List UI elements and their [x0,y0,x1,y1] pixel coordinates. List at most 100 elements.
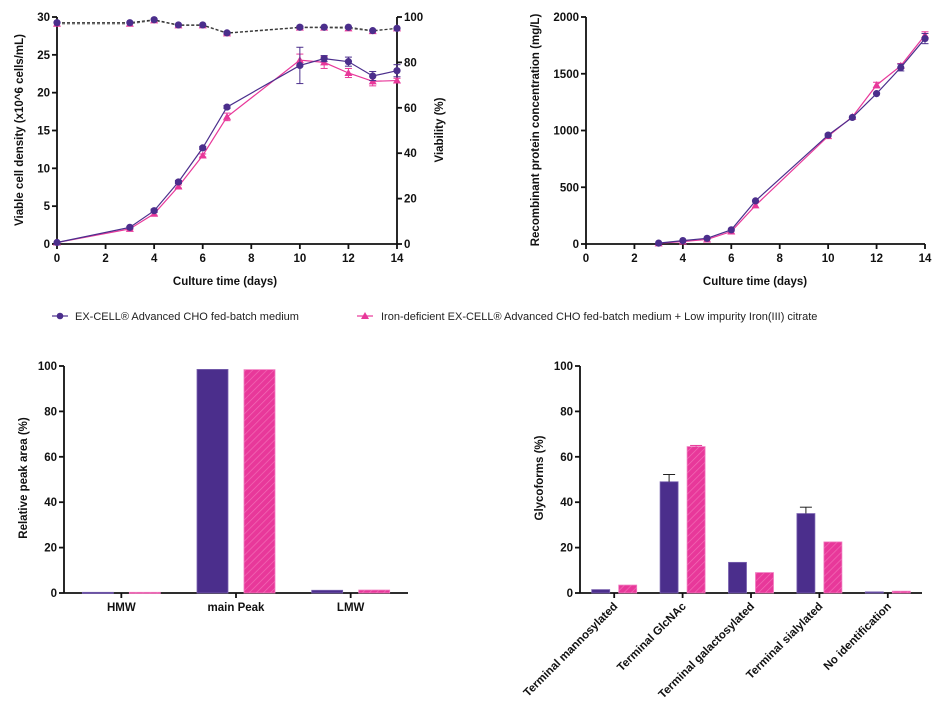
data-point [150,16,158,24]
vcd-chart: Viable cell density (x10^6 cells/mL) Via… [14,12,446,288]
y2-tick-label: 40 [404,148,417,160]
data-point [126,223,134,231]
data-point [296,23,304,31]
bar-excell [796,513,816,594]
y-tick-label: 1500 [553,69,579,81]
x-tick-label: No identification [822,601,894,673]
bar-iron-deficient [128,591,161,594]
data-point [174,182,183,190]
data-point [344,23,353,31]
x-tick-label: 6 [200,253,206,265]
data-point [369,27,377,35]
glyco-ylabel: Glycoforms (%) [534,435,546,520]
legend-item-iron-deficient: Iron-deficient EX-CELL® Advanced CHO fed… [357,311,817,323]
series-excell-viability [53,16,401,37]
data-point [223,103,231,111]
series-iron-deficient [654,31,929,247]
y-tick-label: 2000 [553,12,579,24]
data-point [199,21,207,29]
bar-iron-deficient [243,369,276,594]
x-tick-label: 0 [54,253,60,265]
vcd-y2label: Viability (%) [434,97,446,162]
x-tick-label: 14 [919,253,932,265]
series-iron-deficient [53,53,401,246]
x-tick-label: 4 [680,253,687,265]
data-point [199,144,207,152]
titer-ylabel: Recombinant protein concentration (mg/L) [530,14,542,247]
legend: EX-CELL® Advanced CHO fed-batch medium I… [52,311,817,323]
series-excell [655,32,929,247]
y-tick-label: 30 [37,12,50,24]
bar-iron-deficient [358,589,391,594]
y-tick-label: 10 [37,163,50,175]
sec-bar-chart: Relative peak area (%) 0 20 40 60 80 100 HMW ma… [18,361,408,614]
data-point [655,239,663,247]
y-tick-label: 40 [560,497,573,509]
data-point [824,131,832,139]
y-tick-label: 15 [37,126,50,138]
data-point [126,19,134,27]
y-tick-label: 0 [573,239,579,251]
x-tick-label: LMW [337,602,365,614]
data-point [369,72,377,80]
y-tick-label: 80 [44,406,57,418]
y-tick-label: 20 [560,543,573,555]
data-point [393,24,401,32]
bar-excell [659,481,679,594]
series-line [56,58,398,244]
data-point [393,67,401,75]
y-tick-label: 100 [38,361,57,373]
bar-iron-deficient [618,584,638,594]
data-point [320,55,328,63]
y-tick-label: 25 [37,50,50,62]
titer-xlabel: Culture time (days) [703,276,807,288]
bar-iron-deficient [823,541,843,594]
series-line [56,59,398,244]
y2-tick-label: 60 [404,103,417,115]
bar-excell [728,561,747,594]
y-tick-label: 0 [44,239,50,251]
y-tick-label: 100 [554,361,573,373]
data-point [53,238,61,247]
data-point [393,76,401,84]
data-point [150,207,158,215]
y-tick-label: 1000 [553,126,579,138]
sec-ylabel: Relative peak area (%) [18,417,30,539]
bar-iron-deficient [755,572,774,594]
bar-excell [81,591,114,594]
x-tick-label: 2 [102,253,108,265]
y-tick-label: 20 [44,543,57,555]
x-tick-label: 2 [631,253,637,265]
data-point [872,90,881,98]
x-tick-label: 0 [583,253,589,265]
data-point [897,63,905,72]
data-point [344,58,353,66]
y2-tick-label: 20 [404,194,417,206]
circle-marker-icon [56,312,64,320]
y2-tick-label: 0 [404,239,410,251]
data-point [872,81,881,89]
x-tick-label: Terminal sialylated [744,601,825,682]
x-tick-label: 8 [777,253,784,265]
x-tick-label: Terminal GlcNAc [615,600,689,674]
data-point [848,113,856,122]
bar-excell [591,589,611,594]
data-point [727,226,735,234]
x-tick-label: 8 [248,253,255,265]
y2-tick-label: 80 [404,57,417,69]
data-point [751,201,760,209]
x-tick-label: 10 [293,253,306,265]
triangle-marker-icon [361,312,369,319]
data-point [921,34,929,43]
y-tick-label: 500 [560,182,579,194]
y-tick-label: 40 [44,497,57,509]
y-tick-label: 60 [560,452,573,464]
data-point [703,234,711,242]
x-tick-label: 6 [728,253,734,265]
y-tick-label: 0 [51,588,57,600]
titer-chart: Recombinant protein concentration (mg/L)… [530,12,932,288]
x-tick-label: 10 [822,253,835,265]
x-tick-label: Terminal mannosylated [522,601,621,700]
bar-iron-deficient [686,446,706,594]
